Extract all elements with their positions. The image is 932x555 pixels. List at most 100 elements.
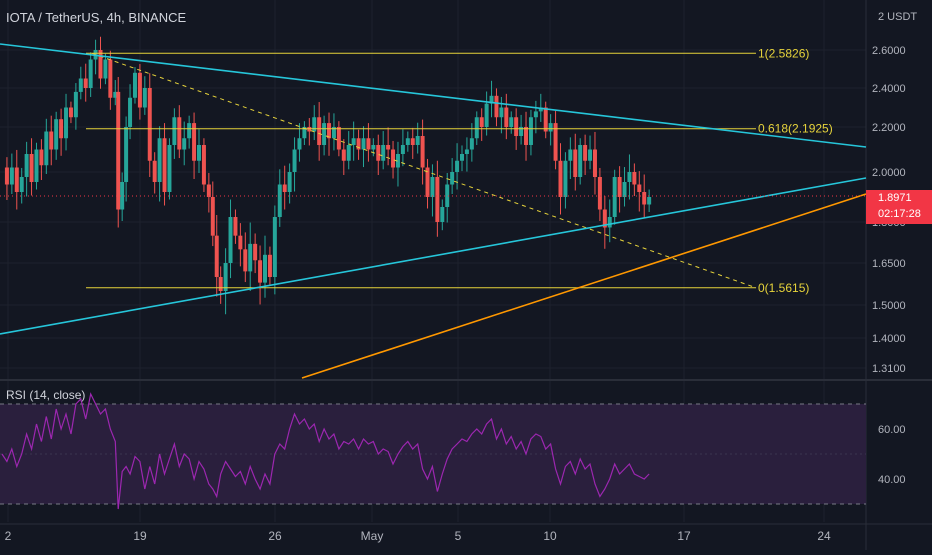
candle-down — [4, 167, 9, 185]
candle-up — [262, 254, 267, 283]
rsi-title: RSI (14, close) — [6, 388, 86, 402]
candle-down — [162, 138, 167, 192]
last-price-countdown: 02:17:28 — [878, 208, 921, 220]
candle-up — [197, 145, 201, 161]
candle-up — [9, 167, 14, 185]
candle-up — [464, 149, 469, 154]
candle-down — [514, 117, 519, 136]
price-tick-label: 2.2000 — [872, 122, 906, 134]
candle-up — [528, 117, 533, 145]
candle-down — [642, 192, 647, 205]
candle-down — [307, 127, 312, 132]
candle-up — [297, 138, 302, 150]
candle-down — [253, 243, 258, 261]
time-tick-label: 26 — [268, 529, 282, 543]
candle-up — [44, 131, 49, 166]
candle-down — [317, 117, 322, 145]
candle-down — [258, 260, 263, 283]
candle-down — [479, 117, 484, 127]
candle-up — [519, 127, 524, 136]
candle-up — [568, 149, 573, 161]
candle-up — [455, 160, 460, 172]
fib-level-label: 0.618(2.1925) — [758, 122, 833, 136]
lower-trendline — [0, 177, 867, 335]
candle-up — [287, 172, 292, 192]
candle-down — [366, 138, 371, 150]
candle-down — [116, 91, 121, 210]
candle-up — [548, 123, 553, 132]
candle-down — [592, 149, 597, 177]
candle-up — [182, 138, 187, 150]
candle-down — [602, 209, 607, 228]
candle-down — [573, 149, 578, 177]
fib-level-label: 1(2.5826) — [758, 46, 809, 60]
candle-up — [88, 59, 93, 88]
candle-up — [157, 138, 162, 182]
candle-up — [361, 138, 366, 150]
candle-down — [637, 184, 642, 192]
candle-down — [147, 88, 152, 161]
candle-up — [124, 127, 129, 182]
candle-down — [177, 117, 182, 150]
time-tick-label: 10 — [543, 529, 557, 543]
candle-down — [218, 277, 223, 291]
candle-down — [494, 95, 499, 118]
candle-up — [607, 217, 612, 228]
candle-up — [73, 91, 78, 118]
candle-down — [137, 72, 142, 108]
price-tick-label: 2.6000 — [872, 45, 906, 57]
fib-level-label: 0(1.5615) — [758, 281, 809, 295]
candle-up — [400, 145, 405, 154]
candle-up — [277, 184, 282, 217]
candle-up — [142, 88, 147, 108]
time-tick-label: 19 — [133, 529, 147, 543]
candle-up — [371, 145, 376, 150]
candle-up — [132, 72, 137, 98]
candle-up — [78, 78, 83, 92]
candle-down — [558, 160, 563, 197]
candle-down — [214, 235, 219, 277]
candle-up — [450, 172, 455, 185]
time-tick-label: 24 — [817, 529, 831, 543]
candle-down — [83, 78, 88, 88]
price-tick-label: 1.3100 — [872, 363, 906, 375]
candle-up — [578, 145, 583, 177]
price-tick-label: 2.0000 — [872, 167, 906, 179]
candle-down — [192, 123, 197, 161]
candle-down — [617, 177, 622, 197]
candle-up — [187, 123, 192, 139]
candle-down — [553, 123, 558, 161]
support-line — [301, 193, 867, 379]
candle-down — [597, 177, 602, 210]
rsi-line — [1, 392, 650, 510]
time-tick-label: 17 — [677, 529, 691, 543]
candle-up — [533, 111, 538, 118]
candle-down — [632, 172, 637, 185]
candle-up — [322, 123, 327, 145]
candle-down — [233, 217, 238, 236]
candle-down — [386, 145, 391, 150]
price-tick-label: 1.5000 — [872, 300, 906, 312]
candle-up — [351, 138, 356, 145]
time-tick-label: 5 — [455, 529, 462, 543]
candle-down — [98, 50, 103, 79]
price-tick-label: 2.4000 — [872, 83, 906, 95]
candle-up — [272, 217, 277, 277]
candle-up — [54, 119, 59, 150]
candle-up — [622, 182, 627, 197]
candle-up — [64, 107, 69, 139]
candle-down — [583, 145, 588, 161]
last-price-value: 1.8971 — [878, 192, 912, 204]
candle-down — [504, 107, 509, 127]
candle-up — [223, 263, 228, 291]
fib-trend-line — [91, 52, 757, 289]
candle-up — [509, 117, 514, 127]
candle-up — [647, 197, 652, 205]
candle-down — [543, 107, 548, 132]
candle-up — [588, 149, 593, 161]
candle-down — [410, 138, 415, 145]
candle-down — [243, 249, 248, 272]
candle-up — [469, 138, 474, 150]
